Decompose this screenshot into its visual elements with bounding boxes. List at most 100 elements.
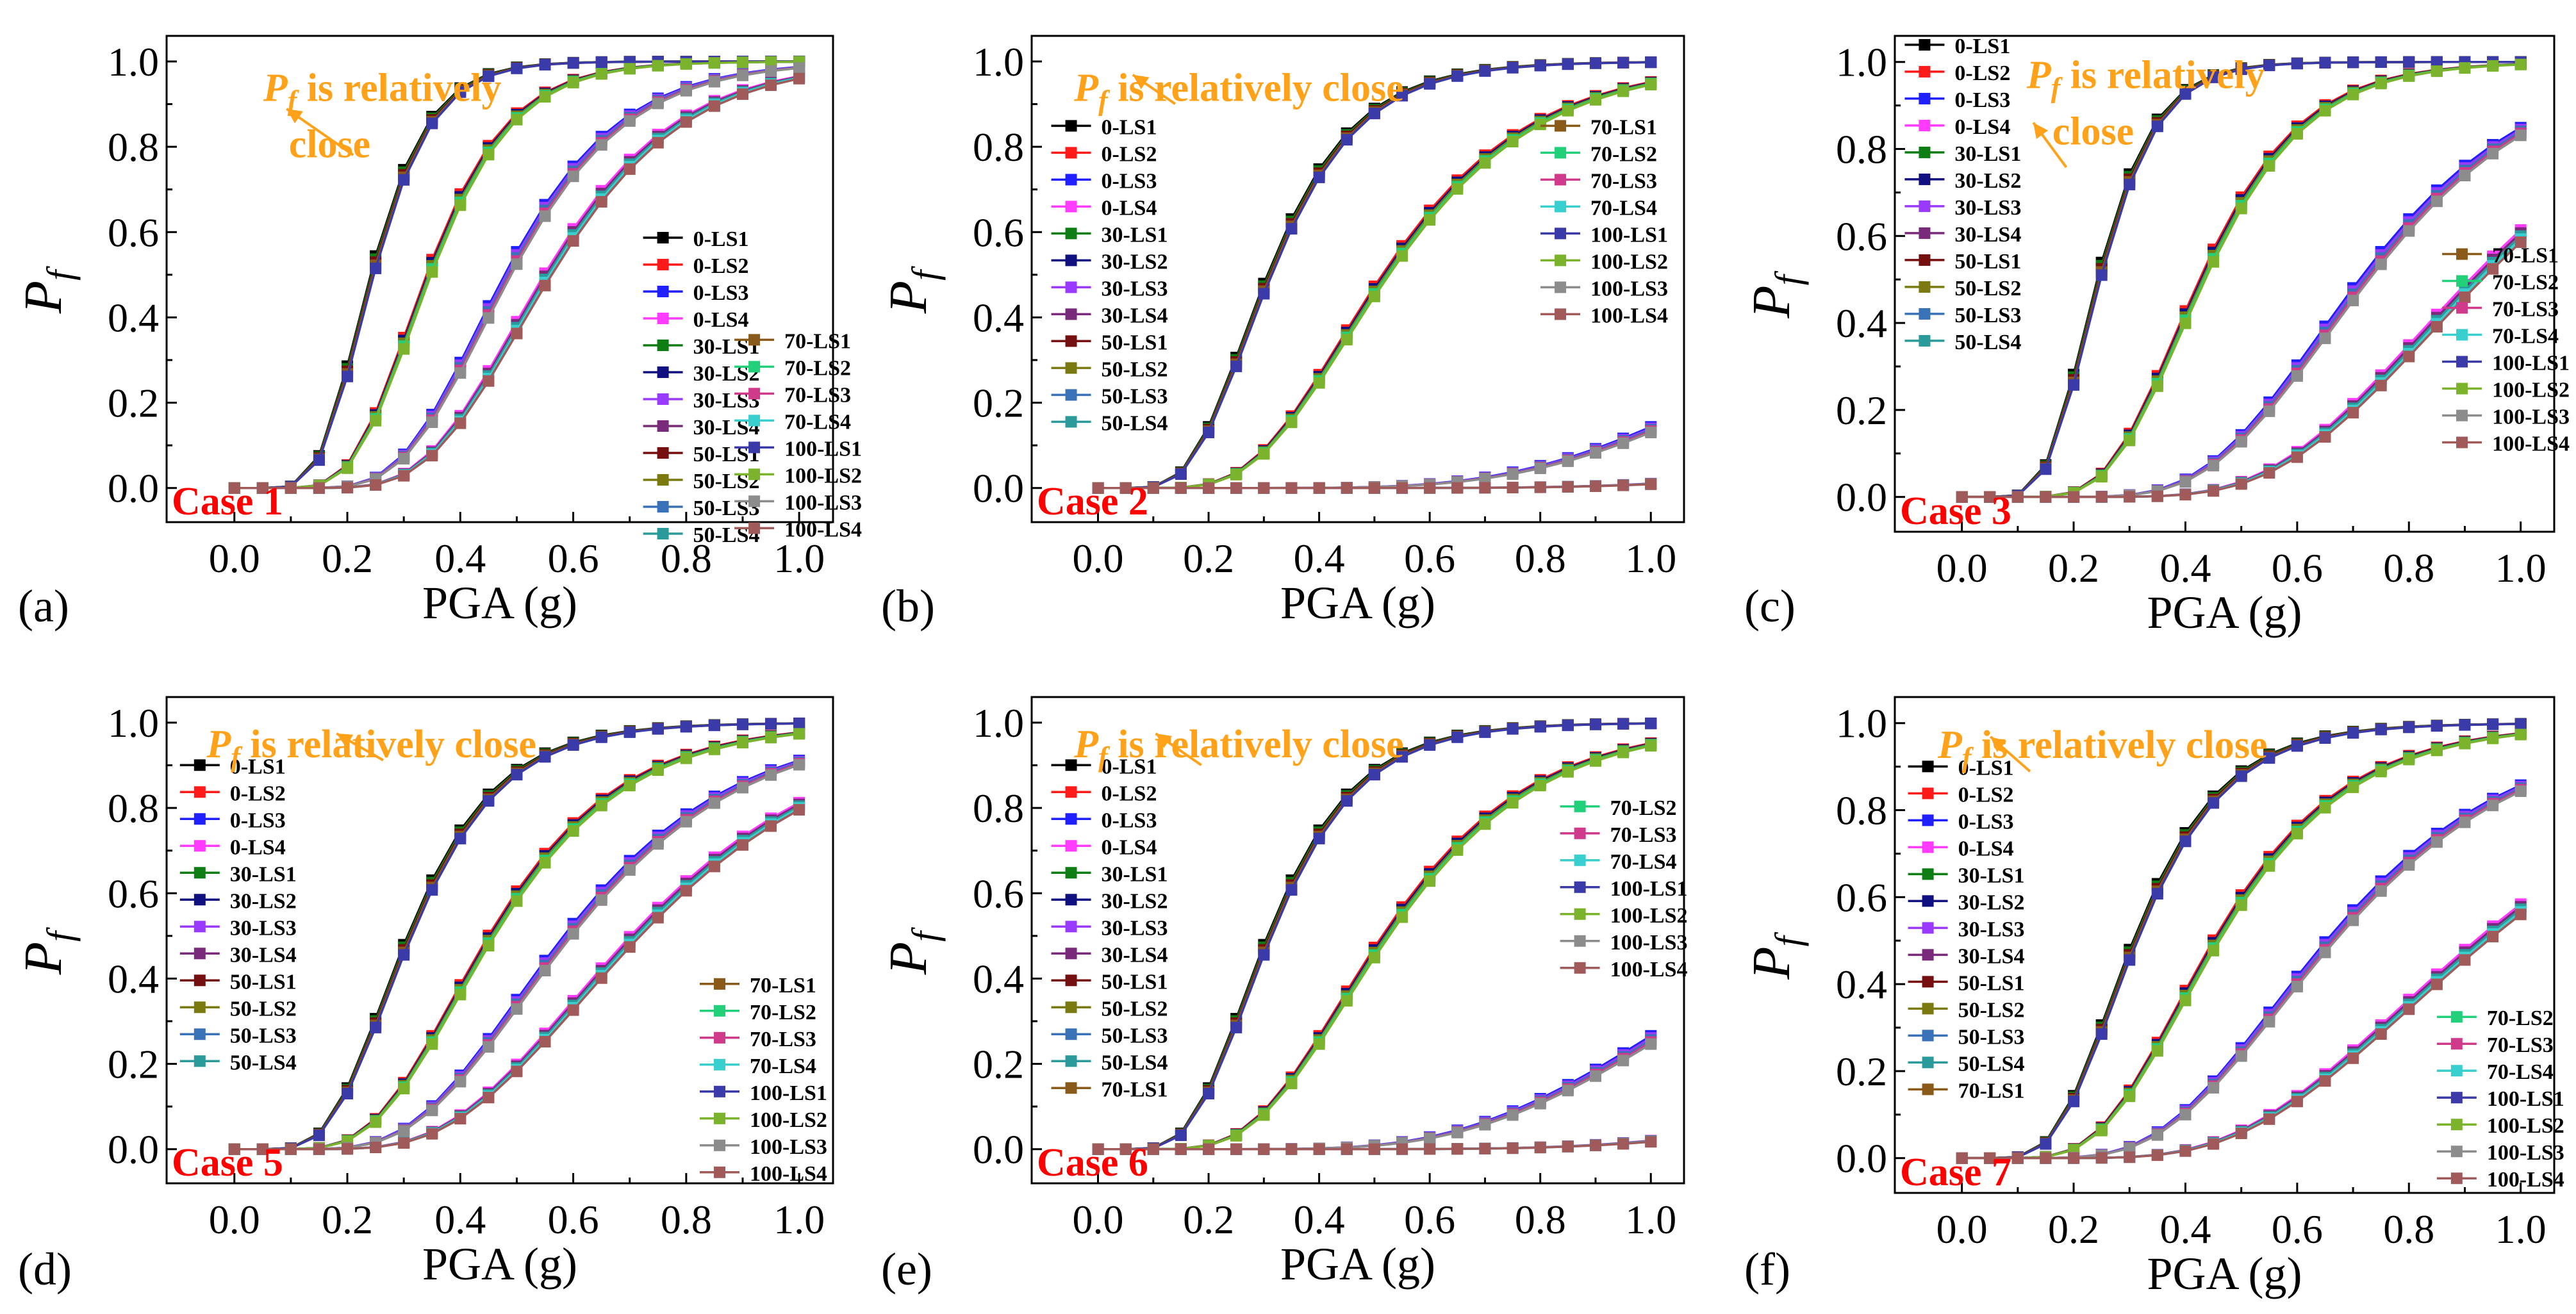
marker-100-LS3 — [2319, 946, 2331, 958]
marker-100-LS4 — [2068, 491, 2080, 503]
marker-100-LS1 — [1203, 1088, 1215, 1100]
legend-label: 0-LS2 — [1102, 142, 1157, 166]
marker-100-LS3 — [1451, 1126, 1464, 1138]
line-70-LS4 — [1961, 238, 2522, 498]
legend-label: 50-LS2 — [1102, 357, 1168, 381]
legend-marker — [1922, 868, 1934, 880]
marker-100-LS4 — [2095, 491, 2108, 503]
marker-100-LS1 — [595, 56, 607, 69]
marker-100-LS1 — [2208, 71, 2220, 83]
annotation-text: is relatively close — [1971, 723, 2267, 767]
y-tick-label: 0.6 — [973, 871, 1024, 916]
marker-100-LS2 — [652, 764, 664, 776]
marker-100-LS3 — [1589, 447, 1601, 459]
marker-100-LS2 — [1285, 1078, 1298, 1090]
legend-marker — [194, 1001, 206, 1014]
panel-label: (e) — [881, 1244, 932, 1295]
legend-marker — [1065, 813, 1077, 825]
marker-100-LS4 — [736, 839, 748, 851]
marker-100-LS2 — [1313, 377, 1325, 389]
y-tick-label: 1.0 — [1836, 701, 1887, 746]
marker-100-LS4 — [652, 136, 664, 149]
marker-100-LS2 — [2431, 65, 2443, 78]
marker-100-LS1 — [595, 731, 607, 743]
marker-100-LS1 — [1424, 78, 1436, 90]
legend-label: 0-LS1 — [693, 227, 749, 251]
marker-100-LS1 — [2095, 269, 2108, 281]
case-label: Case 5 — [172, 1141, 283, 1185]
line-30-LS4 — [1961, 905, 2522, 1160]
legend-label: 0-LS3 — [693, 281, 749, 305]
plot-frame — [1030, 696, 1685, 1185]
legend-label: 0-LS3 — [1954, 88, 2010, 112]
annotation-symbol: P — [1937, 723, 1963, 767]
legend-label: 0-LS1 — [1954, 35, 2010, 58]
panel-label: (c) — [1744, 580, 1796, 632]
legend-label: 30-LS3 — [1954, 196, 2021, 220]
line-50-LS1 — [234, 722, 800, 1151]
y-axis-label: Pf — [879, 927, 946, 975]
line-100-LS4 — [1961, 241, 2522, 498]
line-50-LS2 — [1961, 732, 2521, 1160]
y-axis-label: Pf — [1742, 932, 1809, 980]
legend-label: 0-LS2 — [1958, 783, 2014, 807]
marker-100-LS4 — [1147, 482, 1159, 494]
marker-100-LS4 — [1617, 479, 1630, 491]
marker-100-LS4 — [1230, 1143, 1243, 1155]
x-tick-label: 1.0 — [773, 536, 825, 581]
marker-100-LS2 — [680, 752, 692, 764]
marker-100-LS3 — [2291, 370, 2303, 382]
marker-100-LS2 — [1507, 797, 1519, 809]
line-50-LS1 — [1961, 723, 2521, 1160]
legend-label: 70-LS2 — [2487, 1006, 2554, 1030]
legend-label: 100-LS3 — [2487, 1141, 2564, 1165]
marker-100-LS4 — [765, 820, 777, 832]
legend-label: 50-LS2 — [1102, 997, 1168, 1021]
legend-label: 50-LS3 — [1958, 1025, 2025, 1049]
annotation: Pf is relatively close — [1073, 67, 1404, 117]
marker-100-LS1 — [2151, 120, 2163, 133]
annotation-subscript: f — [288, 85, 300, 117]
marker-100-LS1 — [454, 832, 466, 844]
legend-marker — [748, 361, 761, 373]
marker-100-LS3 — [511, 1003, 523, 1015]
marker-100-LS3 — [2403, 225, 2415, 237]
marker-100-LS1 — [1258, 949, 1270, 961]
legend-marker — [1919, 281, 1931, 293]
legend-label: 100-LS1 — [750, 1081, 827, 1105]
line-30-LS1 — [1961, 723, 2521, 1160]
marker-100-LS4 — [2263, 1113, 2275, 1125]
legend-marker — [1065, 867, 1077, 879]
legend-marker — [1065, 840, 1077, 852]
legend-marker — [1574, 908, 1586, 920]
marker-100-LS1 — [2403, 56, 2415, 68]
x-tick-label: 0.4 — [434, 536, 486, 581]
y-axis-label-symbol: P — [13, 942, 73, 975]
legend-marker — [657, 420, 669, 432]
legend-label: 0-LS2 — [693, 254, 749, 278]
marker-100-LS4 — [398, 470, 410, 482]
marker-100-LS2 — [623, 63, 636, 75]
legend-marker — [1065, 308, 1077, 320]
marker-100-LS4 — [398, 1137, 410, 1149]
annotation-symbol: P — [263, 67, 288, 110]
line-0-LS1 — [234, 722, 800, 1151]
legend-label: 100-LS4 — [784, 518, 862, 541]
marker-100-LS2 — [2291, 127, 2303, 140]
marker-100-LS2 — [736, 737, 748, 749]
legend-label: 100-LS3 — [784, 491, 862, 514]
legend-marker — [714, 1085, 725, 1097]
y-tick-label: 0.8 — [108, 124, 159, 170]
series-100-LS1 — [228, 718, 805, 1155]
marker-100-LS2 — [1258, 448, 1270, 460]
marker-100-LS2 — [2179, 317, 2192, 329]
legend-label: 100-LS3 — [1610, 931, 1688, 955]
marker-100-LS2 — [1341, 995, 1353, 1007]
curves — [1956, 718, 2527, 1164]
marker-100-LS4 — [1368, 482, 1380, 494]
marker-100-LS1 — [2514, 718, 2527, 730]
legend-marker — [1922, 787, 1934, 800]
marker-100-LS2 — [567, 825, 579, 837]
x-axis-label: PGA (g) — [1280, 1238, 1435, 1290]
legend-marker — [748, 441, 761, 454]
